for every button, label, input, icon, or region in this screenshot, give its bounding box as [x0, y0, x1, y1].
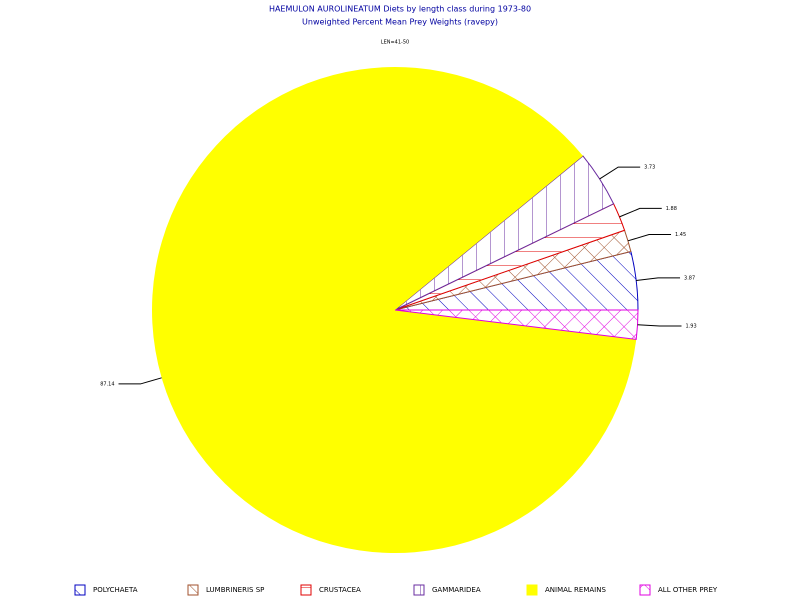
legend-label: CRUSTACEA: [319, 586, 361, 594]
leader-line: [619, 207, 662, 218]
legend-swatch: [526, 584, 538, 596]
leader-line: [637, 324, 682, 327]
data-label: 3.87: [684, 275, 695, 281]
legend-label: GAMMARIDEA: [432, 586, 481, 594]
legend-label: POLYCHAETA: [93, 586, 138, 594]
leader-line: [118, 377, 162, 385]
pie-slice: [151, 67, 637, 553]
leader-line: [599, 166, 641, 180]
legend-swatch: [187, 584, 199, 596]
legend-swatch: [413, 584, 425, 596]
data-label: 1.45: [675, 232, 686, 238]
annotation: LEN=41-50: [381, 40, 409, 46]
legend-label: ANIMAL REMAINS: [545, 586, 606, 594]
data-label: 87.14: [100, 381, 114, 387]
leader-line: [627, 234, 672, 242]
pie-slice: [394, 155, 615, 311]
chart-title: HAEMULON AUROLINEATUM Diets by length cl…: [269, 5, 531, 14]
leader-line: [636, 277, 681, 282]
data-label: 1.93: [686, 324, 697, 330]
data-label: 1.88: [666, 206, 677, 212]
legend-label: ALL OTHER PREY: [658, 586, 718, 594]
chart-subtitle: Unweighted Percent Mean Prey Weights (ra…: [302, 18, 498, 27]
legend-label: LUMBRINERIS SP: [206, 586, 264, 594]
legend-swatch: [74, 584, 86, 596]
legend-swatch: [300, 584, 312, 596]
data-label: 3.73: [644, 165, 655, 171]
legend-swatch: [639, 584, 651, 596]
